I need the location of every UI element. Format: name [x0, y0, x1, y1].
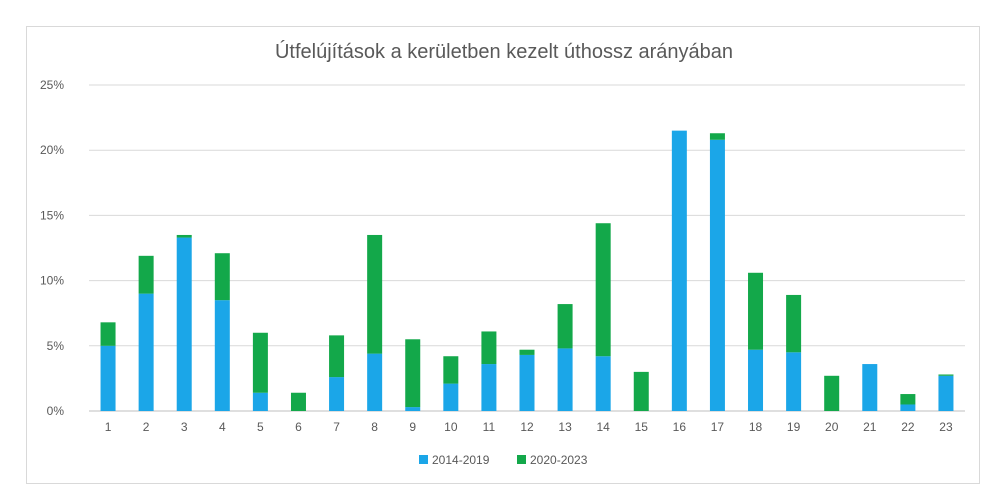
x-tick-label: 8: [371, 420, 378, 434]
bar-segment-series1: [519, 354, 535, 411]
x-tick-label: 14: [596, 420, 610, 434]
x-tick-label: 5: [257, 420, 264, 434]
bar-segment-series2: [748, 272, 764, 350]
x-axis: 1 2 3 4 5 6 7 8 9 10 11 12 13 14 15 16 17 18 19 20 21 22 23: [105, 420, 953, 434]
chart-frame: Útfelújítások a kerületben kezelt úthoss…: [26, 26, 980, 484]
bar-segment-series1: [329, 377, 345, 411]
x-tick-label: 6: [295, 420, 302, 434]
x-tick-label: 19: [787, 420, 801, 434]
bar-segment-series2: [367, 234, 383, 354]
legend-label: 2020-2023: [530, 453, 588, 467]
bar-segment-series2: [252, 332, 268, 393]
bar-segment-series1: [786, 352, 802, 411]
x-tick-label: 16: [673, 420, 687, 434]
bar-segment-series1: [443, 383, 459, 411]
bars: [100, 130, 954, 411]
bar-segment-series2: [900, 394, 916, 405]
bar-segment-series2: [557, 304, 573, 349]
x-tick-label: 7: [333, 420, 340, 434]
bar-segment-series2: [824, 375, 840, 411]
bar-segment-series2: [786, 294, 802, 353]
bar-segment-series1: [367, 353, 383, 411]
bar-segment-series2: [595, 223, 611, 357]
x-tick-label: 23: [939, 420, 953, 434]
legend-swatch: [517, 455, 526, 464]
bar-segment-series1: [176, 237, 192, 411]
bar-segment-series1: [557, 348, 573, 411]
bar-segment-series1: [481, 364, 497, 411]
y-tick-label: 25%: [40, 78, 64, 92]
bar-segment-series2: [100, 322, 116, 346]
bar-segment-series1: [900, 404, 916, 411]
bar-segment-series1: [862, 364, 878, 411]
bar-segment-series2: [290, 392, 306, 411]
x-tick-label: 17: [711, 420, 725, 434]
x-tick-label: 18: [749, 420, 763, 434]
bar-segment-series1: [100, 345, 116, 411]
x-tick-label: 21: [863, 420, 877, 434]
x-tick-label: 11: [483, 420, 496, 434]
legend: 2014-2019 2020-2023: [419, 453, 588, 467]
x-tick-label: 20: [825, 420, 839, 434]
x-tick-label: 12: [520, 420, 534, 434]
x-tick-label: 3: [181, 420, 188, 434]
x-tick-label: 10: [444, 420, 458, 434]
bar-segment-series1: [709, 139, 725, 411]
chart-title: Útfelújítások a kerületben kezelt úthoss…: [275, 40, 733, 63]
bar-segment-series1: [138, 293, 154, 411]
bar-segment-series1: [671, 130, 687, 411]
x-tick-label: 9: [409, 420, 416, 434]
legend-swatch: [419, 455, 428, 464]
y-axis: 0% 5% 10% 15% 20% 25%: [40, 78, 64, 418]
bar-segment-series1: [405, 407, 421, 411]
bar-segment-series2: [443, 356, 459, 384]
bar-segment-series2: [938, 374, 954, 376]
bar-segment-series2: [709, 133, 725, 140]
bar-segment-series1: [214, 300, 230, 411]
x-tick-label: 1: [105, 420, 112, 434]
bar-segment-series2: [214, 253, 230, 301]
legend-label: 2014-2019: [432, 453, 490, 467]
y-tick-label: 20%: [40, 143, 64, 157]
bar-segment-series1: [748, 349, 764, 411]
y-tick-label: 0%: [47, 404, 65, 418]
y-tick-label: 10%: [40, 274, 64, 288]
y-tick-label: 5%: [47, 339, 65, 353]
bar-segment-series2: [138, 255, 154, 294]
chart: Útfelújítások a kerületben kezelt úthoss…: [40, 40, 965, 467]
bar-segment-series2: [633, 371, 649, 411]
bar-segment-series1: [595, 356, 611, 411]
x-tick-label: 2: [143, 420, 150, 434]
bar-segment-series2: [176, 234, 192, 238]
grid: [89, 84, 965, 412]
x-tick-label: 4: [219, 420, 226, 434]
x-tick-label: 13: [558, 420, 572, 434]
bar-segment-series2: [519, 349, 535, 355]
bar-segment-series1: [252, 392, 268, 411]
bar-segment-series2: [405, 339, 421, 408]
y-tick-label: 15%: [40, 208, 64, 222]
x-tick-label: 15: [635, 420, 649, 434]
bar-segment-series1: [938, 375, 954, 411]
bar-segment-series2: [329, 335, 345, 378]
x-tick-label: 22: [901, 420, 915, 434]
bar-segment-series2: [481, 331, 497, 365]
